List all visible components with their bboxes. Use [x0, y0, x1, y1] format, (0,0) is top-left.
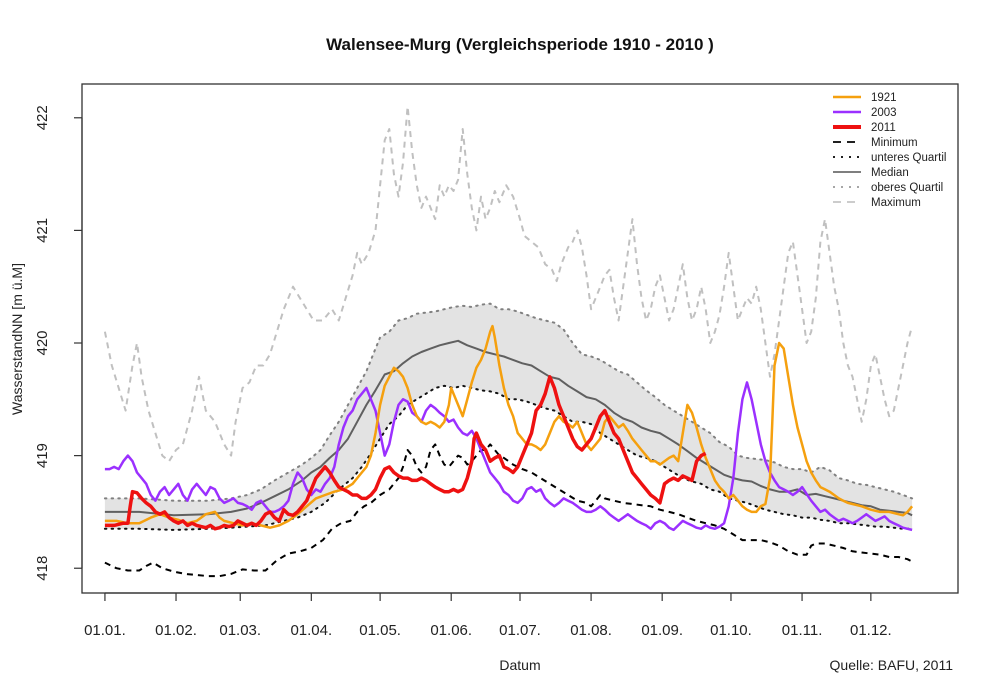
legend-label: Maximum [871, 197, 921, 209]
legend-item: Maximum [833, 197, 921, 209]
series-line-oberes-quartil [103, 302, 914, 502]
legend-label: 2011 [871, 122, 896, 134]
legend-label: 2003 [871, 107, 897, 119]
legend-item: 2011 [833, 122, 896, 134]
plot-area [103, 105, 914, 578]
y-tick-label: 422 [34, 105, 51, 130]
legend-item: Minimum [833, 137, 918, 149]
x-tick-label: 01.07. [499, 622, 541, 639]
x-tick-label: 01.04. [290, 622, 332, 639]
legend-label: Minimum [871, 137, 918, 149]
legend-item: 2003 [833, 107, 897, 119]
series-line-1921 [104, 324, 914, 529]
x-tick-label: 01.01. [84, 622, 126, 639]
x-axis: 01.01. 01.02. 01.03. 01.04. 01.05. 01.06. 01.0… [84, 592, 892, 639]
legend-item: 1921 [833, 92, 897, 104]
interquartile-band [104, 303, 913, 530]
x-tick-label: 01.02. [155, 622, 197, 639]
legend-item: unteres Quartil [833, 152, 946, 164]
legend: 1921 2003 2011 Minimum unteres Quartil Median… [833, 92, 946, 209]
x-tick-label: 01.09. [641, 622, 683, 639]
x-axis-label: Datum [499, 657, 540, 673]
series-line-2003 [104, 381, 913, 532]
y-axis: 418 419 420 421 422 [34, 105, 83, 581]
x-tick-label: 01.12. [850, 622, 892, 639]
legend-item: Median [833, 167, 909, 179]
x-tick-label: 01.03. [219, 622, 261, 639]
legend-label: oberes Quartil [871, 182, 943, 194]
legend-item: oberes Quartil [833, 182, 943, 194]
series-line-2011 [104, 375, 707, 531]
x-tick-label: 01.10. [710, 622, 752, 639]
x-tick-label: 01.08. [570, 622, 612, 639]
y-tick-label: 421 [34, 218, 51, 243]
y-tick-label: 419 [34, 443, 51, 468]
y-tick-label: 418 [34, 556, 51, 581]
y-tick-label: 420 [34, 330, 51, 355]
y-axis-label: WasserstandNN [m ü.M] [9, 263, 25, 415]
x-tick-label: 01.06. [430, 622, 472, 639]
chart-title: Walensee-Murg (Vergleichsperiode 1910 - … [326, 35, 714, 54]
source-note: Quelle: BAFU, 2011 [830, 657, 954, 673]
x-tick-label: 01.05. [359, 622, 401, 639]
legend-label: unteres Quartil [871, 152, 946, 164]
legend-label: 1921 [871, 92, 897, 104]
x-tick-label: 01.11. [782, 622, 823, 639]
legend-label: Median [871, 167, 909, 179]
series-line-minimum [104, 443, 913, 578]
series-line-median [104, 339, 913, 517]
